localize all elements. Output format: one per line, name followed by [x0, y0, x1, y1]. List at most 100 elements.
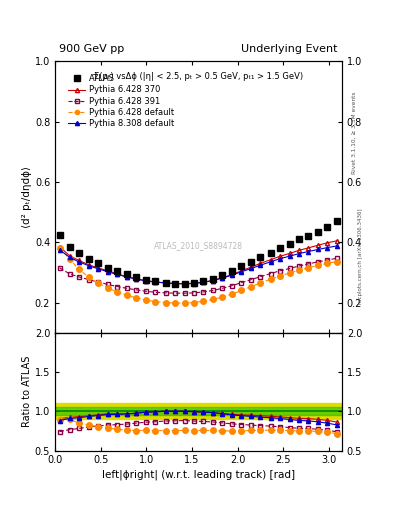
Pythia 6.428 370 — [67, 253, 72, 259]
Text: Underlying Event: Underlying Event — [241, 44, 338, 54]
Text: Σ(pₜ) vsΔϕ (|η| < 2.5, pₜ > 0.5 GeV, pₜ₁ > 1.5 GeV): Σ(pₜ) vsΔϕ (|η| < 2.5, pₜ > 0.5 GeV, pₜ₁… — [94, 72, 303, 81]
ATLAS — [287, 241, 292, 247]
Pythia 8.308 default — [230, 272, 235, 278]
Pythia 6.428 370 — [106, 268, 110, 274]
ATLAS — [106, 265, 110, 271]
ATLAS — [76, 250, 81, 256]
Pythia 8.308 default — [153, 279, 158, 285]
Pythia 6.428 default — [76, 266, 81, 272]
Pythia 6.428 default — [163, 300, 168, 306]
Pythia 6.428 default — [115, 289, 119, 295]
Pythia 8.308 default — [296, 250, 301, 257]
Pythia 8.308 default — [306, 248, 310, 254]
ATLAS — [306, 233, 310, 239]
Pythia 6.428 391 — [95, 279, 100, 285]
Pythia 6.428 391 — [316, 259, 320, 265]
Legend: ATLAS, Pythia 6.428 370, Pythia 6.428 391, Pythia 6.428 default, Pythia 8.308 de: ATLAS, Pythia 6.428 370, Pythia 6.428 39… — [65, 71, 178, 131]
Pythia 6.428 391 — [144, 288, 149, 294]
Pythia 6.428 391 — [200, 289, 205, 295]
Pythia 8.308 default — [182, 281, 187, 287]
Pythia 8.308 default — [211, 278, 215, 284]
Pythia 6.428 default — [95, 280, 100, 286]
Pythia 6.428 391 — [163, 290, 168, 296]
ATLAS — [182, 281, 187, 287]
Pythia 6.428 default — [220, 294, 224, 300]
Pythia 6.428 default — [200, 298, 205, 304]
Pythia 6.428 391 — [230, 283, 235, 289]
Pythia 6.428 370 — [249, 264, 254, 270]
Pythia 8.308 default — [316, 246, 320, 252]
Pythia 6.428 391 — [57, 265, 62, 271]
Pythia 8.308 default — [200, 279, 205, 285]
ATLAS — [230, 268, 235, 274]
ATLAS — [125, 271, 130, 277]
Pythia 6.428 370 — [258, 260, 263, 266]
Pythia 8.308 default — [191, 280, 196, 286]
Pythia 6.428 default — [57, 245, 62, 251]
ATLAS — [134, 274, 139, 280]
ATLAS — [191, 280, 196, 286]
Pythia 6.428 default — [268, 276, 273, 283]
Pythia 8.308 default — [95, 266, 100, 272]
Pythia 6.428 370 — [125, 274, 130, 280]
Pythia 6.428 391 — [220, 285, 224, 291]
Pythia 6.428 370 — [268, 257, 273, 263]
Pythia 6.428 370 — [86, 262, 91, 268]
Pythia 8.308 default — [86, 263, 91, 269]
Pythia 8.308 default — [67, 254, 72, 261]
Pythia 6.428 391 — [287, 265, 292, 271]
Pythia 8.308 default — [115, 271, 119, 278]
ATLAS — [57, 231, 62, 238]
ATLAS — [95, 260, 100, 266]
ATLAS — [258, 254, 263, 261]
Pythia 6.428 370 — [230, 271, 235, 278]
X-axis label: left|ϕright| (w.r.t. leading track) [rad]: left|ϕright| (w.r.t. leading track) [rad… — [102, 470, 295, 480]
ATLAS — [115, 268, 119, 274]
Pythia 6.428 370 — [200, 279, 205, 285]
ATLAS — [239, 263, 244, 269]
Pythia 6.428 391 — [239, 280, 244, 286]
Pythia 8.308 default — [144, 278, 149, 284]
Pythia 6.428 370 — [115, 271, 119, 277]
Pythia 6.428 370 — [287, 250, 292, 257]
ATLAS — [296, 236, 301, 242]
Pythia 6.428 391 — [134, 287, 139, 293]
ATLAS — [211, 276, 215, 282]
Pythia 6.428 370 — [76, 257, 81, 263]
Pythia 6.428 default — [306, 265, 310, 271]
Pythia 6.428 370 — [153, 279, 158, 285]
Pythia 6.428 default — [191, 300, 196, 306]
Pythia 6.428 370 — [220, 275, 224, 281]
Pythia 6.428 391 — [211, 287, 215, 293]
Pythia 6.428 391 — [125, 285, 130, 291]
Line: Pythia 6.428 default: Pythia 6.428 default — [57, 245, 340, 306]
Pythia 6.428 default — [144, 297, 149, 303]
Pythia 8.308 default — [163, 280, 168, 286]
Pythia 6.428 370 — [134, 276, 139, 282]
Pythia 6.428 default — [325, 260, 329, 266]
Pythia 6.428 default — [239, 287, 244, 293]
Pythia 6.428 default — [67, 256, 72, 262]
Pythia 6.428 default — [335, 259, 340, 265]
Pythia 6.428 370 — [182, 281, 187, 287]
ATLAS — [325, 224, 329, 230]
Pythia 6.428 391 — [182, 290, 187, 296]
ATLAS — [86, 256, 91, 262]
Pythia 6.428 370 — [144, 278, 149, 284]
Pythia 6.428 default — [125, 292, 130, 298]
Pythia 6.428 default — [249, 284, 254, 290]
Pythia 6.428 391 — [191, 290, 196, 296]
Pythia 6.428 370 — [57, 244, 62, 250]
Pythia 6.428 default — [86, 274, 91, 280]
Pythia 6.428 default — [134, 295, 139, 301]
Pythia 6.428 default — [258, 280, 263, 286]
ATLAS — [316, 229, 320, 235]
Pythia 6.428 370 — [325, 240, 329, 246]
Line: Pythia 6.428 391: Pythia 6.428 391 — [57, 256, 339, 295]
ATLAS — [153, 279, 158, 285]
ATLAS — [277, 245, 282, 251]
Pythia 6.428 391 — [249, 276, 254, 283]
Line: Pythia 8.308 default: Pythia 8.308 default — [57, 244, 339, 286]
ATLAS — [268, 250, 273, 256]
Pythia 8.308 default — [106, 269, 110, 275]
